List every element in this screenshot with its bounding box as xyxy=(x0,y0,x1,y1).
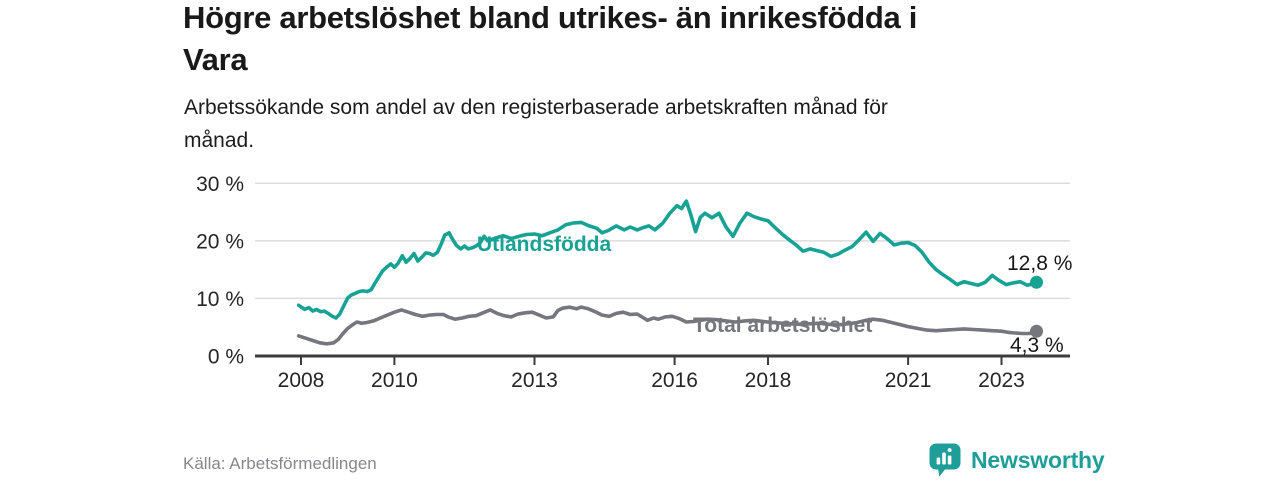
x-tick-label-2018: 2018 xyxy=(745,369,792,392)
y-tick-label-20: 20 % xyxy=(196,230,244,253)
newsworthy-bubble-chart-icon xyxy=(929,443,961,477)
x-tick-label-2016: 2016 xyxy=(651,369,698,392)
title-line-1: Högre arbetslöshet bland utrikes- än inr… xyxy=(183,0,918,35)
subtitle-line-1: Arbetssökande som andel av den registerb… xyxy=(184,96,888,119)
x-tick-label-2013: 2013 xyxy=(511,369,558,392)
series-end-dot-total-arbetsl-shet xyxy=(1030,324,1044,338)
y-tick-label-30: 30 % xyxy=(196,173,244,196)
x-tick-label-2023: 2023 xyxy=(978,369,1025,392)
x-tick-label-2008: 2008 xyxy=(278,369,325,392)
newsworthy-logo: Newsworthy xyxy=(928,442,1105,478)
y-tick-label-0: 0 % xyxy=(208,346,244,369)
page-title: Högre arbetslöshet bland utrikes- än inr… xyxy=(183,0,1103,81)
subtitle-line-2: månad. xyxy=(184,129,255,152)
chart-subtitle: Arbetssökande som andel av den registerb… xyxy=(184,91,1064,157)
series-end-dot-utlandsf-dda xyxy=(1030,275,1044,289)
series-label-total-arbetsloshet: Total arbetslöshet xyxy=(693,314,873,337)
end-value-total: 4,3 % xyxy=(1010,334,1064,357)
y-tick-label-10: 10 % xyxy=(196,288,244,311)
series-line-total-arbetsl-shet xyxy=(296,305,1039,346)
title-line-2: Vara xyxy=(183,42,248,77)
series-label-utlandsfodda: Utlandsfödda xyxy=(477,233,612,256)
end-value-utlandsfodda: 12,8 % xyxy=(1007,252,1073,275)
source-credit: Källa: Arbetsförmedlingen xyxy=(183,454,377,473)
newsworthy-wordmark: Newsworthy xyxy=(971,446,1105,473)
x-tick-label-2010: 2010 xyxy=(371,369,418,392)
series-line-utlandsf-dda xyxy=(296,199,1039,320)
x-tick-label-2021: 2021 xyxy=(885,369,932,392)
